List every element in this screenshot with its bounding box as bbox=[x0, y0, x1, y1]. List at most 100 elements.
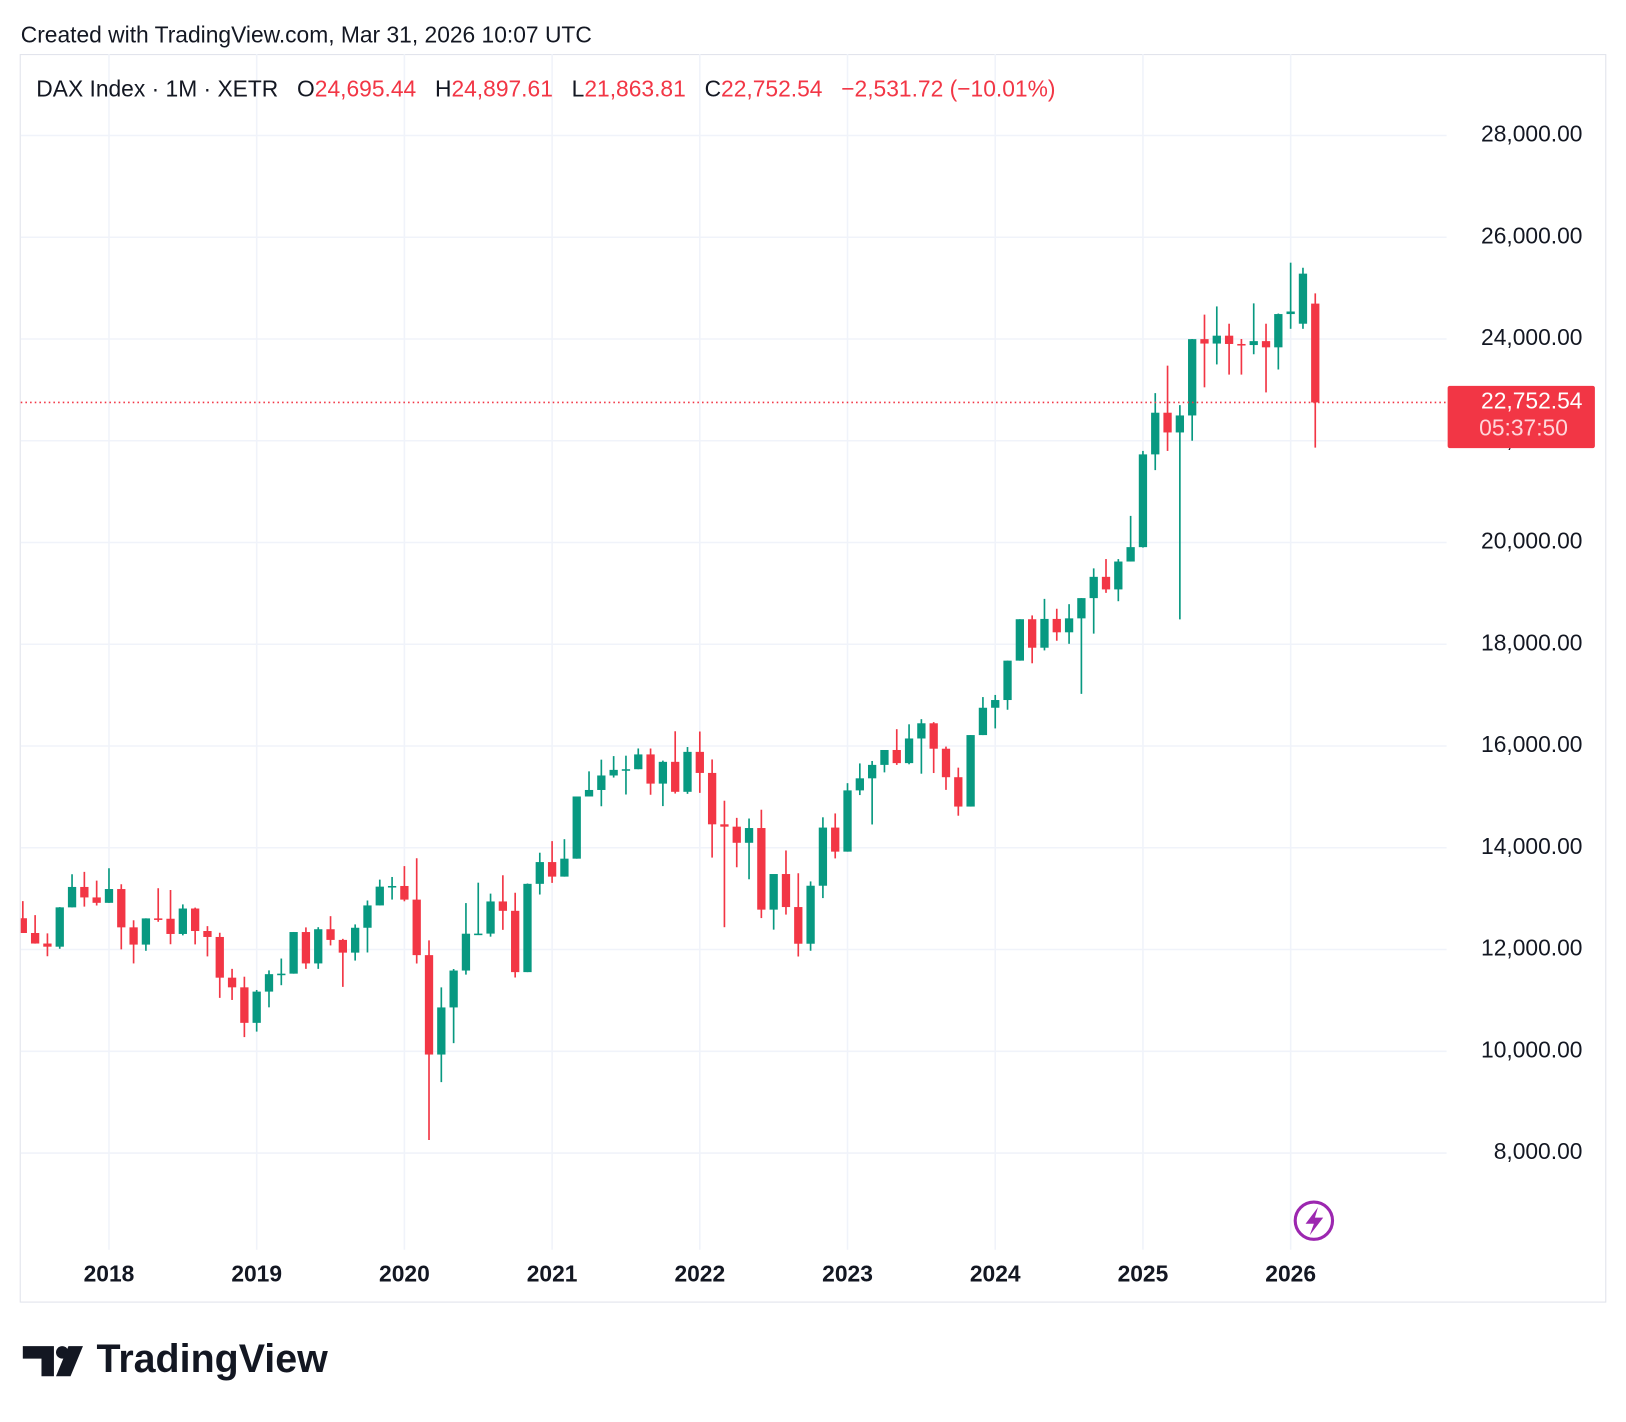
candle-body bbox=[941, 748, 951, 778]
candle-body bbox=[954, 777, 963, 807]
y-tick-label: 28,000.00 bbox=[1481, 121, 1582, 147]
candle-body bbox=[1126, 547, 1135, 562]
candle-body bbox=[80, 886, 89, 898]
brand-name: TradingView bbox=[96, 1337, 328, 1381]
candle-body bbox=[1003, 660, 1012, 701]
candle-body bbox=[634, 754, 643, 770]
candle-body bbox=[560, 858, 569, 877]
candle-body bbox=[129, 927, 138, 945]
candle-body bbox=[917, 723, 926, 739]
candle-body bbox=[67, 886, 77, 908]
candle-body bbox=[609, 769, 618, 776]
candle-body bbox=[1298, 273, 1308, 324]
candle-body bbox=[511, 910, 520, 973]
candle-body bbox=[20, 918, 27, 933]
candle-body bbox=[1163, 412, 1172, 433]
candle-body bbox=[1028, 619, 1037, 648]
y-tick-label: 16,000.00 bbox=[1481, 731, 1582, 757]
ohlc-value: 21,863.81 bbox=[584, 75, 685, 101]
candle-body bbox=[1064, 618, 1074, 633]
symbol: DAX Index · 1M · XETR bbox=[36, 75, 278, 101]
candle-body bbox=[1077, 598, 1086, 619]
candle-body bbox=[855, 778, 864, 791]
ohlc-value: 24,897.61 bbox=[451, 75, 552, 101]
candle-body bbox=[154, 918, 163, 920]
candle-body bbox=[683, 751, 692, 792]
x-tick-label: 2020 bbox=[379, 1261, 430, 1287]
candle-body bbox=[1040, 618, 1049, 648]
candle-body bbox=[794, 907, 803, 944]
candle-body bbox=[1224, 335, 1234, 344]
candle-body bbox=[166, 918, 175, 934]
candle-body bbox=[1138, 454, 1148, 548]
candle-body bbox=[978, 707, 988, 736]
candle-body bbox=[375, 886, 384, 906]
candle-body bbox=[289, 932, 298, 974]
lightning-icon[interactable] bbox=[1293, 1200, 1335, 1241]
candle-body bbox=[1212, 335, 1221, 344]
chart-frame bbox=[19, 54, 1607, 1303]
candle-body bbox=[658, 761, 668, 784]
overlay: 8,000.00 10,000.00 12,000.00 14,000.00 16,00… bbox=[20, 121, 1595, 1287]
candle-body bbox=[498, 901, 508, 911]
last-price-label: 22,752.54 bbox=[1481, 387, 1583, 413]
candle-body bbox=[1089, 576, 1098, 599]
y-tick-label: 10,000.00 bbox=[1481, 1036, 1582, 1062]
candle-body bbox=[646, 754, 655, 784]
candle-body bbox=[1200, 339, 1209, 344]
candle-body bbox=[966, 735, 975, 807]
y-tick-label: 26,000.00 bbox=[1481, 222, 1582, 248]
x-tick-label: 2018 bbox=[84, 1261, 135, 1287]
candle-body bbox=[215, 936, 224, 978]
candle-body bbox=[818, 827, 828, 886]
candle-body bbox=[523, 883, 532, 973]
candle-body bbox=[1286, 311, 1295, 315]
candle-body bbox=[1114, 561, 1123, 590]
candle-body bbox=[252, 991, 261, 1023]
candle-body bbox=[351, 927, 360, 953]
candle-body bbox=[301, 932, 311, 964]
candle-body bbox=[277, 973, 286, 976]
candle-body bbox=[806, 885, 815, 944]
candle-body bbox=[991, 700, 1000, 708]
countdown-label: 05:37:50 bbox=[1479, 414, 1568, 440]
x-tick-label: 2025 bbox=[1118, 1261, 1169, 1287]
y-tick-label: 18,000.00 bbox=[1481, 629, 1582, 655]
candle-body bbox=[400, 885, 409, 900]
candle-body bbox=[769, 874, 778, 910]
candle-body bbox=[486, 901, 495, 934]
grid bbox=[20, 54, 1447, 1250]
ohlc-key: L bbox=[572, 75, 585, 101]
candle-body bbox=[141, 918, 151, 945]
candle-body bbox=[929, 723, 938, 749]
candle-body bbox=[671, 761, 680, 792]
candle-body bbox=[597, 775, 606, 790]
candle-body bbox=[1015, 619, 1024, 661]
candle-body bbox=[843, 790, 852, 852]
candle-body bbox=[43, 943, 52, 947]
candle-body bbox=[55, 907, 64, 947]
candle-body bbox=[190, 908, 200, 932]
candle-body bbox=[92, 897, 101, 903]
brand-logo bbox=[22, 1346, 83, 1377]
candle-body bbox=[572, 796, 581, 859]
last-price-tag bbox=[1447, 385, 1595, 449]
candle-body bbox=[831, 827, 840, 852]
candle-body bbox=[732, 826, 741, 843]
candle-body bbox=[449, 970, 458, 1008]
candle-body bbox=[30, 932, 40, 944]
candle-body bbox=[264, 974, 274, 992]
ohlc-key: O bbox=[297, 75, 315, 101]
candle-body bbox=[203, 931, 212, 937]
candle-body bbox=[547, 862, 557, 877]
candle-body bbox=[757, 828, 766, 910]
candle-body bbox=[1311, 303, 1320, 403]
x-tick-label: 2023 bbox=[822, 1261, 873, 1287]
y-tick-label: 24,000.00 bbox=[1481, 324, 1582, 350]
candle-body bbox=[781, 874, 791, 908]
candle-body bbox=[1188, 339, 1197, 416]
ohlc-value: 22,752.54 bbox=[721, 75, 823, 101]
candle-body bbox=[904, 738, 914, 764]
ohlc-key: C bbox=[705, 75, 721, 101]
candle-body bbox=[412, 899, 421, 956]
